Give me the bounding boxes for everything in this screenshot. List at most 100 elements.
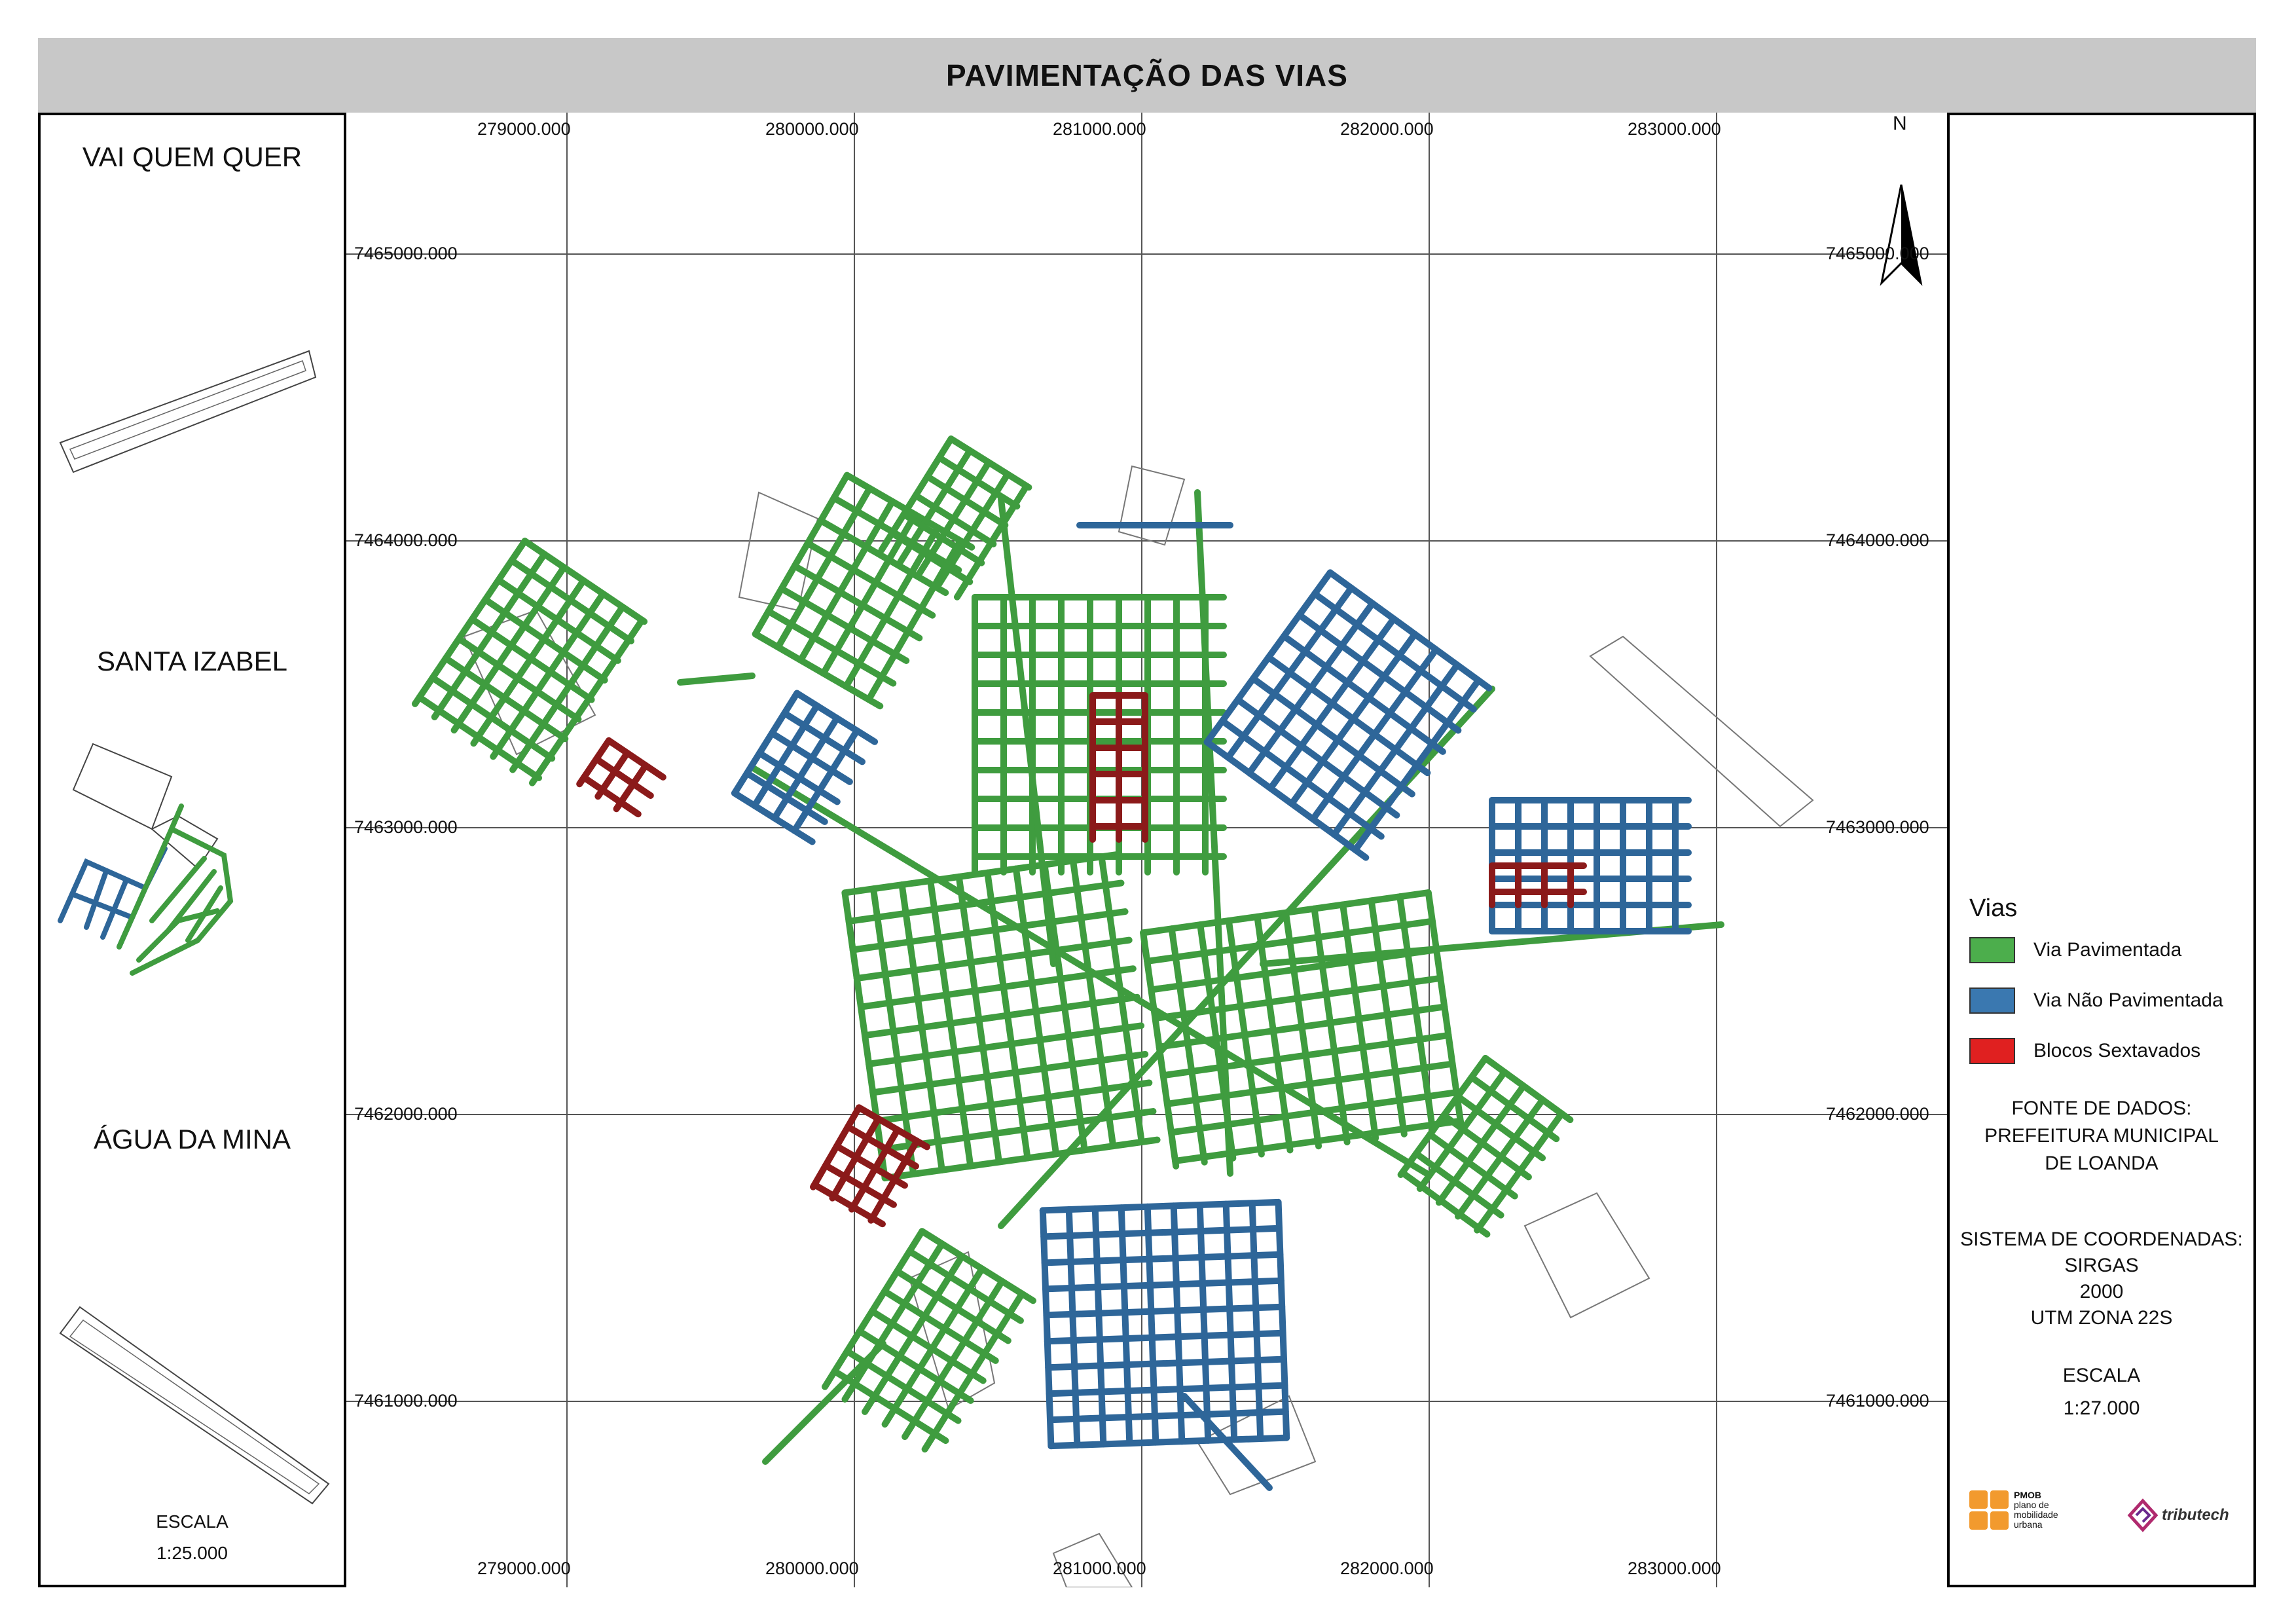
- road-paved: [919, 1228, 1036, 1304]
- road-paved-arterial: [749, 764, 1430, 1177]
- road-unpaved: [771, 714, 841, 822]
- road-unpaved: [1048, 1434, 1290, 1450]
- x-label-top-2: 281000.000: [1053, 119, 1146, 139]
- y-label-left-1: 7464000.000: [354, 530, 458, 550]
- crs-line-4: UTM ZONA 22S: [2030, 1307, 2173, 1329]
- roads-unpaved: [731, 522, 1692, 1491]
- road-paved: [1482, 1054, 1574, 1124]
- road-paved: [791, 563, 923, 642]
- road-paved: [1427, 1131, 1518, 1200]
- legend-swatch-blocks: [1969, 1038, 2015, 1064]
- map-frame[interactable]: 279000.000 280000.000 281000.000 282000.…: [346, 113, 1947, 1587]
- legend-item-unpaved: Via Não Pavimentada: [1969, 987, 2223, 1014]
- left-inset-panel: VAI QUEM QUER SANTA IZABEL ÁGUA DA MINA …: [38, 113, 346, 1587]
- road-paved: [856, 1327, 974, 1404]
- legend-swatch-paved: [1969, 937, 2015, 963]
- road-paved: [416, 693, 543, 781]
- scale-value: 1:27.000: [2063, 1397, 2140, 1419]
- crs-line-3: 2000: [2079, 1281, 2124, 1302]
- road-hex-blocks: [845, 1123, 919, 1170]
- y-label-right-2: 7463000.000: [1826, 817, 1929, 837]
- road-paved: [752, 631, 884, 710]
- road-unpaved: [756, 750, 841, 805]
- road-paved: [841, 851, 1121, 896]
- road-unpaved: [793, 690, 879, 745]
- road-paved: [849, 908, 1129, 953]
- road-paved: [429, 674, 556, 762]
- x-label-bottom-1: 280000.000: [765, 1559, 859, 1578]
- road-unpaved: [769, 729, 853, 785]
- road-unpaved: [1065, 1206, 1081, 1449]
- road-unpaved: [1039, 1207, 1055, 1450]
- road-paved: [1163, 1060, 1456, 1107]
- road-paved: [521, 538, 648, 625]
- road-paved: [508, 557, 634, 645]
- road-paved: [752, 471, 850, 638]
- road-unpaved: [1041, 1251, 1284, 1266]
- x-label-top-0: 279000.000: [477, 119, 571, 139]
- north-arrow-icon: [1880, 184, 1923, 286]
- road-paved: [1454, 1093, 1546, 1162]
- road-paved: [869, 1050, 1149, 1096]
- road-unpaved: [1281, 633, 1446, 755]
- road-paved: [869, 1308, 987, 1384]
- road-unpaved-arterial: [1181, 1393, 1273, 1491]
- road-unpaved: [744, 769, 828, 825]
- road-unpaved: [1296, 612, 1462, 734]
- road-unpaved: [1046, 1408, 1289, 1424]
- road-paved: [1167, 1089, 1460, 1136]
- map-title: PAVIMENTAÇÃO DAS VIAS: [946, 58, 1348, 92]
- x-label-bottom-3: 282000.000: [1340, 1559, 1434, 1578]
- legend-swatch-unpaved: [1969, 987, 2015, 1014]
- road-paved: [900, 511, 985, 566]
- source-line-1: FONTE DE DADOS:: [2011, 1098, 2192, 1119]
- inset-label-santa-izabel: SANTA IZABEL: [97, 646, 287, 676]
- road-paved: [1144, 917, 1436, 965]
- road-unpaved: [1234, 696, 1400, 819]
- y-label-left-0: 7465000.000: [354, 244, 458, 263]
- road-paved: [912, 492, 997, 547]
- road-paved: [765, 608, 897, 687]
- inset-map-vai-quem-quer: [59, 350, 317, 473]
- road-unpaved: [1045, 1356, 1287, 1371]
- crs-line-1: SISTEMA DE COORDENADAS:: [1960, 1228, 2243, 1250]
- road-hex-blocks: [580, 774, 642, 818]
- road-paved: [881, 1136, 1161, 1182]
- road-unpaved: [1039, 1198, 1282, 1214]
- y-label-right-0: 7465000.000: [1826, 244, 1929, 263]
- road-hex-blocks: [833, 1143, 908, 1189]
- road-unpaved: [1219, 717, 1385, 840]
- road-unpaved: [1046, 1382, 1288, 1397]
- road-paved: [482, 596, 608, 684]
- road-paved: [924, 473, 1009, 528]
- x-label-top-4: 283000.000: [1628, 119, 1721, 139]
- y-label-right-3: 7462000.000: [1826, 1104, 1929, 1124]
- road-paved: [495, 576, 621, 664]
- legend-title: Vias: [1969, 895, 2018, 922]
- road-unpaved: [731, 790, 816, 845]
- road-hex-blocks: [811, 1181, 886, 1228]
- legend-label-paved: Via Pavimentada: [2033, 939, 2182, 961]
- road-paved: [853, 936, 1133, 982]
- y-label-left-3: 7462000.000: [354, 1104, 458, 1124]
- road-paved: [862, 993, 1140, 1039]
- road-paved-arterial: [1194, 489, 1233, 1177]
- road-paved: [1152, 974, 1444, 1022]
- x-label-bottom-0: 279000.000: [477, 1559, 571, 1578]
- road-paved: [1159, 1031, 1452, 1079]
- road-paved: [831, 1367, 949, 1444]
- road-unpaved: [1203, 739, 1370, 861]
- road-paved: [1413, 1150, 1504, 1219]
- road-hex-blocks: [856, 1104, 930, 1151]
- legend-label-blocks: Blocos Sextavados: [2033, 1040, 2201, 1061]
- road-unpaved: [1326, 569, 1493, 692]
- road-paved: [1468, 1074, 1560, 1143]
- road-hex-blocks: [605, 737, 666, 781]
- road-unpaved: [1275, 1198, 1290, 1441]
- map-canvas[interactable]: [346, 113, 1947, 1587]
- inset-map-agua-da-mina: [59, 1306, 330, 1505]
- legend-item-paved: Via Pavimentada: [1969, 937, 2181, 963]
- road-paved: [442, 655, 569, 743]
- road-paved: [947, 435, 1032, 491]
- legend-label-unpaved: Via Não Pavimentada: [2033, 989, 2223, 1011]
